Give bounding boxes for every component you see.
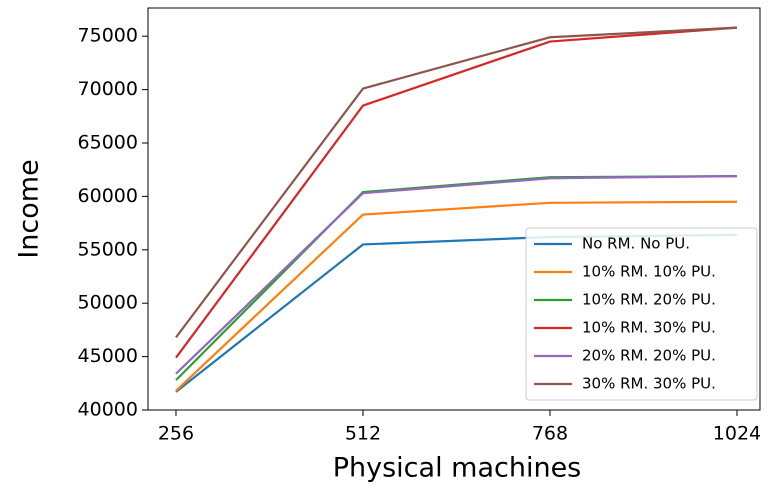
y-tick-label: 65000 xyxy=(78,131,138,153)
legend-box xyxy=(525,227,758,401)
x-tick-label: 768 xyxy=(532,423,568,445)
legend-label: 10% RM. 10% PU. xyxy=(582,263,716,281)
x-axis-label: Physical machines xyxy=(333,453,582,484)
line xyxy=(175,175,738,375)
x-tick-label: 512 xyxy=(345,423,381,445)
y-tick-label: 50000 xyxy=(78,292,138,314)
y-tick-label: 45000 xyxy=(78,345,138,367)
legend-label: 20% RM. 20% PU. xyxy=(582,347,716,365)
x-tick-label: 1024 xyxy=(713,423,761,445)
line xyxy=(175,200,737,392)
legend-label: No RM. No PU. xyxy=(582,235,690,253)
y-tick-label: 40000 xyxy=(78,399,138,421)
y-tick-label: 70000 xyxy=(78,78,138,100)
x-tick-label: 256 xyxy=(158,423,194,445)
legend-label: 10% RM. 30% PU. xyxy=(582,319,716,337)
line xyxy=(175,26,738,339)
plot-frame xyxy=(147,7,761,411)
y-tick-label: 75000 xyxy=(78,25,138,47)
legend-label: 30% RM. 30% PU. xyxy=(582,375,716,393)
y-tick-label: 60000 xyxy=(78,185,138,207)
y-axis-label: Income xyxy=(14,159,45,258)
legend-label: 10% RM. 20% PU. xyxy=(582,291,716,309)
y-tick-label: 55000 xyxy=(78,238,138,260)
line xyxy=(175,26,738,359)
